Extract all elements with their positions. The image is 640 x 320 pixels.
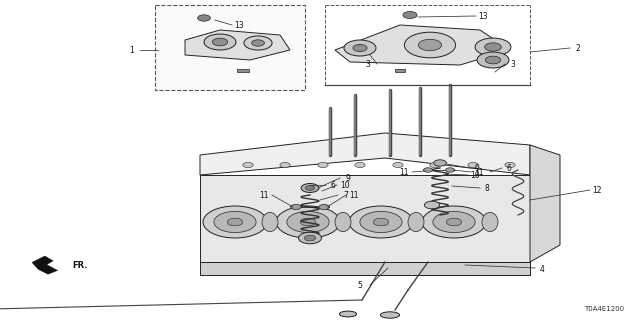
- Circle shape: [212, 38, 228, 46]
- Circle shape: [419, 39, 442, 51]
- Polygon shape: [200, 262, 530, 275]
- Circle shape: [198, 15, 211, 21]
- Circle shape: [403, 12, 417, 19]
- Circle shape: [422, 206, 486, 238]
- Circle shape: [446, 218, 461, 226]
- Circle shape: [477, 52, 509, 68]
- Text: 10: 10: [470, 171, 480, 180]
- Polygon shape: [530, 145, 560, 262]
- Bar: [237, 69, 248, 72]
- Circle shape: [243, 163, 253, 168]
- Circle shape: [393, 163, 403, 168]
- Circle shape: [214, 212, 256, 233]
- Circle shape: [291, 204, 301, 210]
- Circle shape: [305, 186, 314, 190]
- Text: 7: 7: [344, 190, 348, 199]
- Polygon shape: [32, 256, 58, 274]
- Circle shape: [424, 201, 440, 209]
- Ellipse shape: [482, 212, 498, 232]
- Circle shape: [475, 38, 511, 56]
- Circle shape: [203, 206, 267, 238]
- Circle shape: [252, 40, 264, 46]
- Circle shape: [280, 163, 290, 168]
- Circle shape: [287, 212, 329, 233]
- Text: 5: 5: [358, 281, 362, 290]
- Circle shape: [445, 168, 454, 172]
- Circle shape: [244, 36, 272, 50]
- Circle shape: [227, 218, 243, 226]
- Bar: [155, 5, 305, 90]
- Circle shape: [349, 206, 413, 238]
- Text: 11: 11: [474, 167, 484, 177]
- Circle shape: [298, 232, 321, 244]
- Circle shape: [468, 163, 478, 168]
- Text: 11: 11: [349, 190, 359, 199]
- Polygon shape: [335, 25, 510, 65]
- Ellipse shape: [262, 212, 278, 232]
- Ellipse shape: [408, 212, 424, 232]
- Circle shape: [430, 163, 440, 168]
- Circle shape: [404, 32, 456, 58]
- Circle shape: [360, 212, 402, 233]
- Text: 2: 2: [575, 44, 580, 52]
- Circle shape: [355, 163, 365, 168]
- Text: 13: 13: [234, 20, 244, 29]
- Circle shape: [484, 43, 501, 51]
- Circle shape: [304, 235, 316, 241]
- Polygon shape: [185, 30, 290, 60]
- Text: 3: 3: [365, 60, 371, 68]
- Circle shape: [204, 34, 236, 50]
- Circle shape: [424, 168, 433, 172]
- Text: 13: 13: [478, 12, 488, 20]
- Text: 9: 9: [346, 173, 351, 182]
- Text: 12: 12: [592, 186, 602, 195]
- Circle shape: [433, 212, 475, 233]
- Text: 8: 8: [484, 183, 490, 193]
- Circle shape: [344, 40, 376, 56]
- Circle shape: [319, 204, 329, 210]
- Circle shape: [353, 44, 367, 52]
- Circle shape: [318, 163, 328, 168]
- Text: 11: 11: [399, 167, 409, 177]
- Text: FR.: FR.: [72, 261, 88, 270]
- Circle shape: [276, 206, 340, 238]
- Circle shape: [434, 160, 447, 166]
- Text: 9: 9: [475, 164, 479, 172]
- Ellipse shape: [339, 311, 356, 317]
- Ellipse shape: [380, 312, 399, 318]
- Text: T0A4E1200: T0A4E1200: [584, 306, 624, 312]
- Circle shape: [505, 163, 515, 168]
- Circle shape: [485, 56, 500, 64]
- Text: 1: 1: [130, 45, 134, 54]
- Text: 6: 6: [331, 180, 335, 189]
- Polygon shape: [200, 133, 530, 175]
- Text: 3: 3: [511, 60, 515, 68]
- Circle shape: [301, 184, 319, 193]
- Text: 6: 6: [507, 164, 511, 172]
- Text: 4: 4: [540, 266, 545, 275]
- Bar: [395, 69, 405, 72]
- Ellipse shape: [335, 212, 351, 232]
- Text: 11: 11: [259, 190, 269, 199]
- Circle shape: [373, 218, 388, 226]
- Circle shape: [300, 218, 316, 226]
- Text: 10: 10: [340, 180, 350, 189]
- Polygon shape: [200, 175, 530, 262]
